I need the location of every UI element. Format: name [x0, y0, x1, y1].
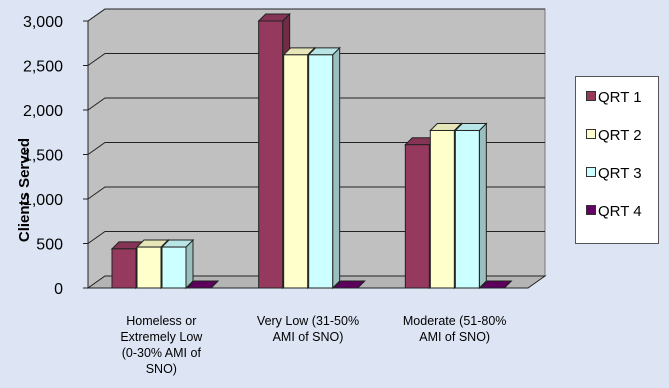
x-tick-label-line: Moderate (51-80%: [403, 314, 507, 328]
bar: [162, 240, 193, 288]
legend-label: QRT 2: [598, 127, 642, 144]
legend: QRT 1 QRT 2 QRT 3 QRT 4: [575, 76, 659, 244]
legend-item: QRT 1: [586, 88, 642, 108]
legend-item: QRT 4: [586, 202, 642, 222]
bar-front: [405, 145, 429, 288]
x-tick-label-line: AMI of SNO): [419, 330, 490, 344]
bar-front: [259, 21, 283, 288]
legend-label: QRT 1: [598, 89, 642, 106]
bar: [309, 48, 340, 288]
x-tick-labels: Homeless or Extremely Low (0-30% AMI of SNO…: [120, 314, 506, 376]
y-tick-label: 2,000: [23, 103, 63, 120]
x-tick-label: Moderate (51-80% AMI of SNO): [403, 314, 507, 344]
x-tick-label-line: AMI of SNO): [273, 330, 344, 344]
y-tick-label: 2,500: [23, 59, 63, 76]
x-tick-label-line: SNO): [146, 362, 177, 376]
legend-item: QRT 2: [586, 126, 642, 146]
legend-swatch: [586, 205, 596, 215]
bar-front: [137, 247, 161, 288]
legend-item: QRT 3: [586, 164, 642, 184]
bar: [455, 123, 486, 288]
x-tick-label-line: Very Low (31-50%: [257, 314, 359, 328]
y-axis-label: Clients Served: [16, 138, 33, 242]
bar-side: [333, 48, 340, 288]
bar-front: [284, 55, 308, 288]
x-tick-label: Homeless or Extremely Low (0-30% AMI of SNO…: [120, 314, 203, 376]
bar-side: [186, 240, 193, 288]
y-tick-label: 0: [54, 281, 63, 298]
y-tick-label: 500: [36, 237, 63, 254]
bar-front: [455, 130, 479, 288]
x-tick-label-line: Homeless or: [126, 314, 196, 328]
y-tick-label: 3,000: [23, 14, 63, 31]
legend-swatch: [586, 129, 596, 139]
x-tick-label-line: (0-30% AMI of: [122, 346, 202, 360]
bar-front: [112, 249, 136, 288]
bar-front: [162, 247, 186, 288]
legend-label: QRT 3: [598, 165, 642, 182]
bar-front: [430, 130, 454, 288]
x-tick-label: Very Low (31-50% AMI of SNO): [257, 314, 359, 344]
legend-swatch: [586, 167, 596, 177]
legend-swatch: [586, 91, 596, 101]
legend-label: QRT 4: [598, 203, 642, 220]
x-tick-label-line: Extremely Low: [120, 330, 203, 344]
bar-side: [479, 123, 486, 288]
bar-front: [309, 55, 333, 288]
